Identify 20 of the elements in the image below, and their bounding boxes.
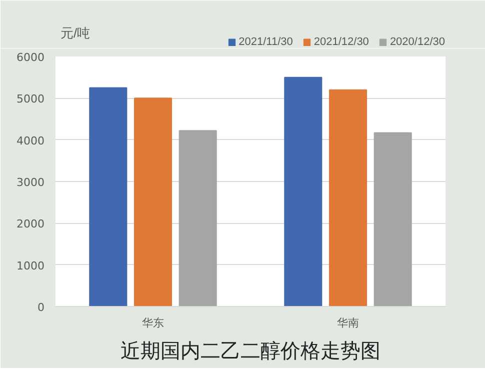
y-tick-label: 2000	[16, 218, 45, 231]
y-axis-title: 元/吨	[60, 26, 90, 40]
bar	[178, 130, 217, 306]
x-tick-label: 华南	[337, 316, 359, 330]
y-tick-label: 0	[38, 301, 44, 314]
legend-label: 2021/12/30	[314, 36, 369, 48]
y-tick-label: 4000	[16, 134, 45, 148]
legend-label: 2021/11/30	[238, 36, 293, 48]
text: 近期国内二乙二醇价格走势图	[120, 340, 380, 362]
y-tick-label: 1000	[16, 259, 45, 272]
legend-label: 2020/12/30	[390, 36, 445, 48]
bar	[134, 98, 172, 306]
bar	[374, 132, 412, 306]
bar	[284, 76, 322, 306]
x-tick-label: 华东	[142, 316, 164, 330]
y-tick-label: 5000	[16, 92, 45, 106]
y-tick-label: 6000	[16, 51, 45, 64]
bar	[328, 89, 368, 306]
y-tick-label: 3000	[16, 176, 45, 189]
bar	[89, 87, 128, 306]
